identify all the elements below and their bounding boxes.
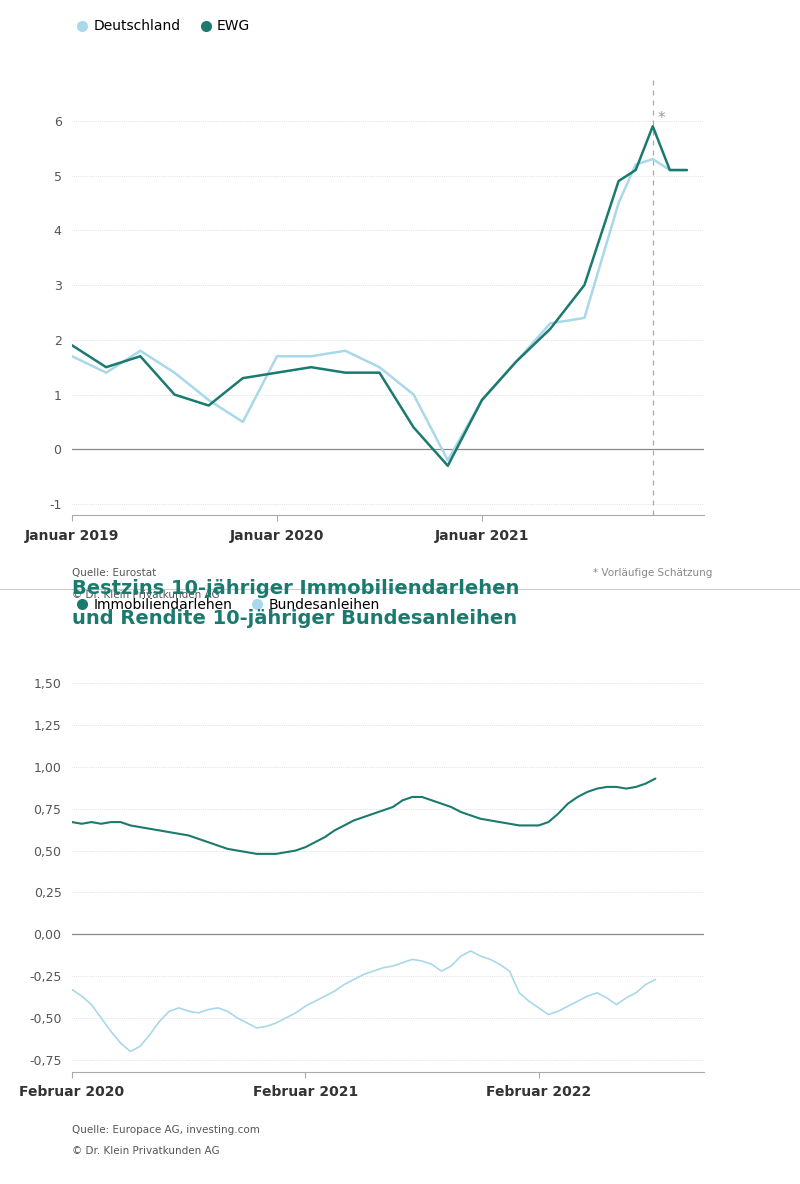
Text: und Rendite 10-jähriger Bundesanleihen: und Rendite 10-jähriger Bundesanleihen bbox=[72, 609, 517, 628]
Text: * Vorläufige Schätzung: * Vorläufige Schätzung bbox=[593, 568, 712, 578]
Legend: Deutschland, EWG: Deutschland, EWG bbox=[73, 14, 255, 39]
Text: Bestzins 10-jähriger Immobiliendarlehen: Bestzins 10-jähriger Immobiliendarlehen bbox=[72, 579, 519, 598]
Text: Quelle: Eurostat: Quelle: Eurostat bbox=[72, 568, 156, 578]
Legend: Immobiliendarlehen, Bundesanleihen: Immobiliendarlehen, Bundesanleihen bbox=[73, 592, 386, 618]
Text: *: * bbox=[658, 110, 666, 126]
Text: Quelle: Europace AG, investing.com: Quelle: Europace AG, investing.com bbox=[72, 1125, 260, 1134]
Text: © Dr. Klein Privatkunden AG: © Dr. Klein Privatkunden AG bbox=[72, 590, 220, 599]
Text: © Dr. Klein Privatkunden AG: © Dr. Klein Privatkunden AG bbox=[72, 1146, 220, 1156]
